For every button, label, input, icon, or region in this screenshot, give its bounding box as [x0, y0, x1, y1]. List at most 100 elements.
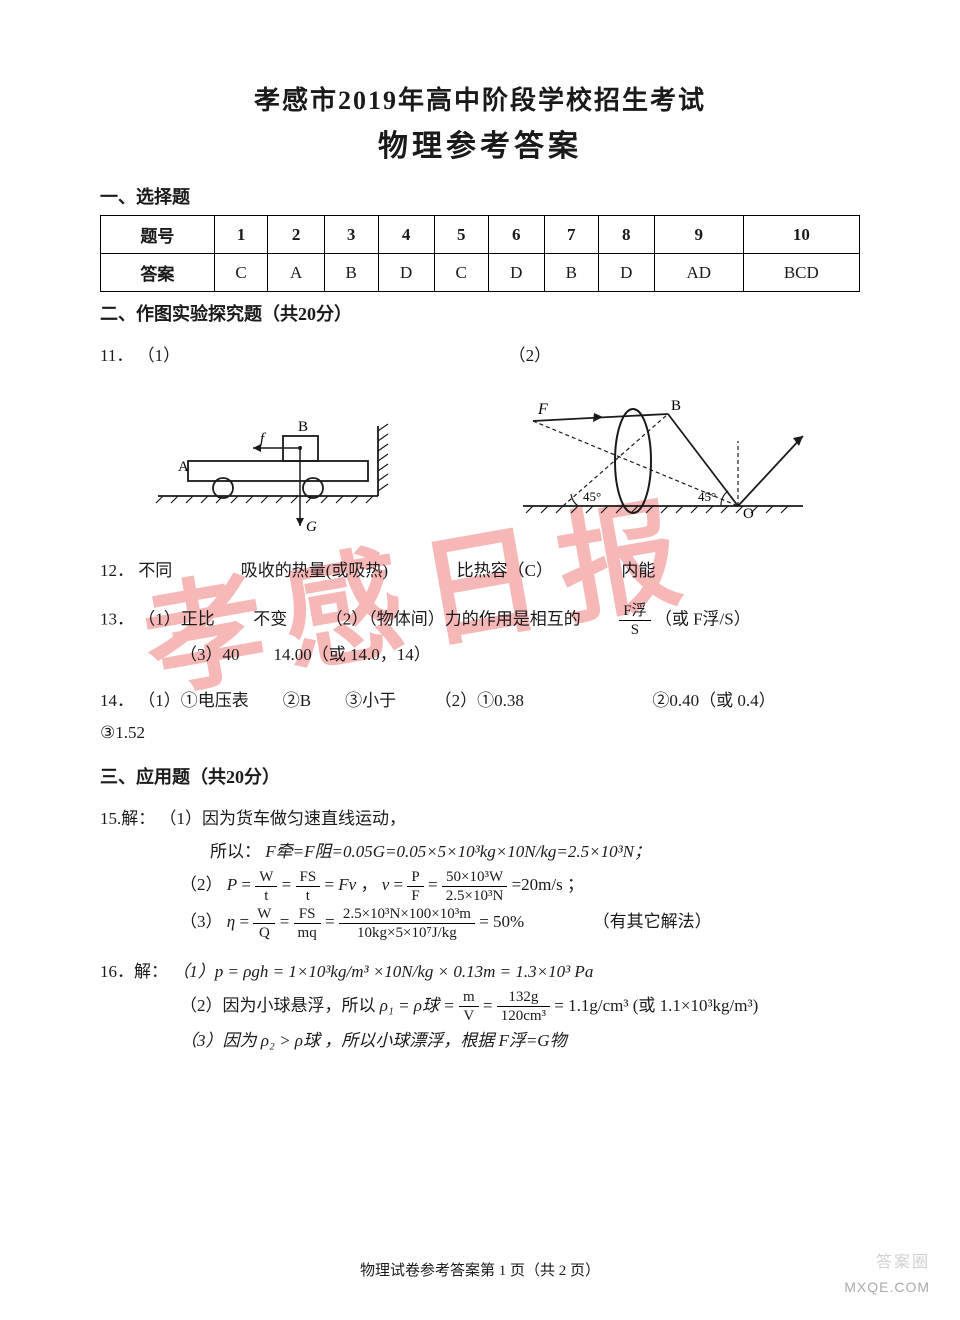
svg-text:45°: 45°: [583, 489, 601, 504]
ans-8: D: [598, 254, 654, 292]
watermark-corner-en: MXQE.COM: [844, 1279, 930, 1295]
q16-rho: ρ₁ = ρ球 =: [380, 996, 455, 1015]
section2-header: 二、作图实验探究题（共20分）: [100, 300, 860, 326]
col-10: 10: [743, 216, 859, 254]
svg-text:B: B: [671, 398, 681, 414]
q13-frac: F浮 S: [619, 602, 650, 639]
table-answer-label: 答案: [101, 254, 215, 292]
col-5: 5: [434, 216, 488, 254]
ans-2: A: [268, 254, 324, 292]
ans-1: C: [214, 254, 268, 292]
q15-l2: F牵=F阻=0.05G=0.05×5×10³kg×10N/kg=2.5×10³N…: [265, 842, 651, 861]
q16-l1: （1）p = ρgh = 1×10³kg/m³ ×10N/kg × 0.13m …: [172, 962, 593, 981]
q14: 14． （1）①电压表 ②B ③小于 （2）①0.38 ②0.40（或 0.4）…: [100, 685, 860, 750]
q13-alt: （或 F浮/S）: [655, 609, 751, 628]
q13-p1a: （1）正比: [138, 609, 215, 628]
q13-p2: （2）（物体间）力的作用是相互的: [326, 609, 581, 628]
q14-num: 14．: [100, 691, 134, 710]
q12-a4: 内能: [621, 561, 655, 580]
svg-text:F: F: [537, 401, 548, 418]
frac-132: 132g: [497, 988, 550, 1007]
q16-l2-result: = 1.1g/cm³ (或 1.1×10³kg/m³): [554, 996, 758, 1015]
frac-den2: 10kg×5×10⁷J/kg: [339, 924, 475, 942]
col-4: 4: [378, 216, 434, 254]
ans-4: D: [378, 254, 434, 292]
q15-l3-pre: （2）: [180, 875, 223, 894]
q16-l3: （3）因为 ρ₂ > ρ球 ，所以小球漂浮，根据 F浮=G物: [180, 1031, 567, 1050]
q15-Fv: Fv: [338, 875, 356, 894]
q13-frac-num: F浮: [619, 602, 650, 621]
col-2: 2: [268, 216, 324, 254]
q14-p2b: ②0.40（或 0.4）: [652, 691, 775, 710]
svg-text:45°: 45°: [698, 489, 716, 504]
q15-l4-note: （有其它解法）: [593, 912, 712, 931]
q14-p2c: ③1.52: [100, 723, 145, 742]
q11-diagram1: A B f G: [148, 396, 408, 541]
q13-frac-den: S: [619, 621, 650, 639]
frac-W: W: [255, 868, 277, 887]
svg-text:G: G: [306, 519, 317, 535]
col-1: 1: [214, 216, 268, 254]
q11-p2: （2）: [509, 346, 552, 365]
frac-num2: 2.5×10³N×100×10³m: [339, 905, 475, 924]
frac-P: P: [407, 868, 423, 887]
q12: 12． 不同 吸收的热量(或吸热) 比热容（C） 内能: [100, 555, 860, 587]
frac-t2: t: [296, 887, 321, 905]
q14-p1: （1）①电压表 ②B ③小于: [138, 691, 396, 710]
col-9: 9: [654, 216, 743, 254]
frac-W2: W: [253, 905, 275, 924]
ans-7: B: [544, 254, 598, 292]
svg-text:O: O: [743, 506, 754, 522]
section3-header: 三、应用题（共20分）: [100, 763, 860, 789]
ans-9: AD: [654, 254, 743, 292]
col-3: 3: [324, 216, 378, 254]
section1-header: 一、选择题: [100, 183, 860, 209]
ans-10: BCD: [743, 254, 859, 292]
title-sub: 物理参考答案: [100, 121, 860, 165]
q15-num: 15.解：: [100, 809, 155, 828]
frac-t: t: [255, 887, 277, 905]
q14-p2: （2）①0.38: [435, 691, 524, 710]
title-main: 孝感市2019年高中阶段学校招生考试: [100, 80, 860, 117]
col-8: 8: [598, 216, 654, 254]
ans-5: C: [434, 254, 488, 292]
q16-l2-pre: （2）因为小球悬浮，所以: [180, 996, 376, 1015]
frac-V: V: [459, 1007, 479, 1025]
q12-a1: 不同: [138, 561, 172, 580]
frac-Q: Q: [253, 924, 275, 942]
frac-FS: FS: [296, 868, 321, 887]
q15-l1: （1）因为货车做匀速直线运动，: [160, 809, 407, 828]
svg-text:B: B: [298, 419, 308, 435]
ans-3: B: [324, 254, 378, 292]
q15-eta: η: [227, 912, 235, 931]
q15-v: v: [382, 875, 390, 894]
q12-a2: 吸收的热量(或吸热): [241, 561, 388, 580]
frac-m: m: [459, 988, 479, 1007]
q15: 15.解： （1）因为货车做匀速直线运动， 所以： F牵=F阻=0.05G=0.…: [100, 803, 860, 942]
q15-l3-result: =20m/s ；: [512, 875, 584, 894]
q11-diagram2: F B O 45° 45°: [503, 386, 813, 541]
q12-num: 12．: [100, 561, 134, 580]
frac-FS2: FS: [294, 905, 321, 924]
q13: 13． （1）正比 不变 （2）（物体间）力的作用是相互的 F浮 S （或 F浮…: [100, 602, 860, 671]
col-7: 7: [544, 216, 598, 254]
q11-num: 11．: [100, 346, 133, 365]
svg-text:f: f: [260, 431, 266, 447]
frac-den: 2.5×10³N: [442, 887, 508, 905]
q13-p3: （3）40 14.00（或 14.0，14）: [100, 645, 431, 664]
frac-120: 120cm³: [497, 1007, 550, 1025]
svg-text:A: A: [178, 459, 189, 475]
q13-num: 13．: [100, 609, 134, 628]
ans-6: D: [488, 254, 544, 292]
col-6: 6: [488, 216, 544, 254]
q16: 16．解： （1）p = ρgh = 1×10³kg/m³ ×10N/kg × …: [100, 956, 860, 1058]
q16-num: 16．解：: [100, 962, 168, 981]
table-header-label: 题号: [101, 216, 215, 254]
watermark-corner-cn: 答案圈: [876, 1248, 930, 1272]
q13-p1b: 不变: [253, 609, 287, 628]
frac-num: 50×10³W: [442, 868, 508, 887]
q11-p1: （1）: [138, 346, 181, 365]
q15-l4-result: = 50%: [479, 912, 524, 931]
q11: 11． （1） （2）: [100, 340, 860, 372]
q15-l4-pre: （3）: [180, 912, 223, 931]
